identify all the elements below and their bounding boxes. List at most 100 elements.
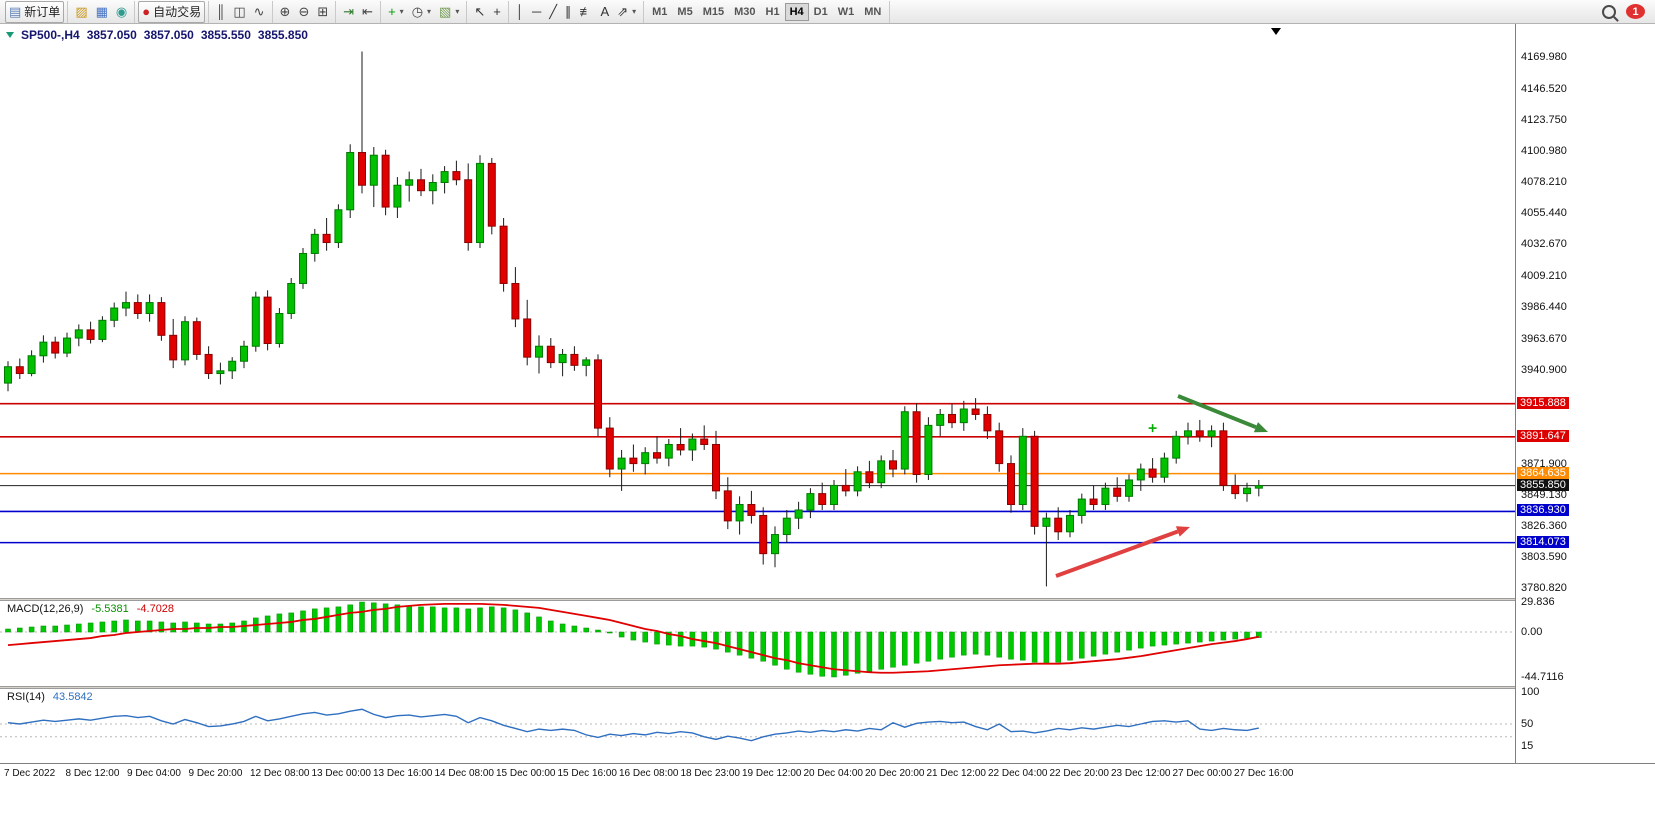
ohlc-open: 3857.050 — [86, 28, 137, 42]
toolbar-group: ▨ ▦ ◉ — [68, 0, 136, 23]
time-label: 22 Dec 20:00 — [1049, 768, 1110, 779]
icon-glyph: ▤ — [9, 4, 22, 19]
dropdown-caret-icon[interactable]: ▾ — [632, 7, 637, 16]
horizontal-line-icon[interactable]: ─ — [528, 1, 545, 23]
tile-windows-icon[interactable]: ⊞ — [313, 1, 332, 23]
price-label: 4146.520 — [1521, 83, 1567, 95]
panel-splitter-macd[interactable] — [0, 598, 1655, 601]
price-line-badge: 3836.930 — [1517, 504, 1569, 517]
rsi-scale-label: 15 — [1521, 740, 1534, 753]
dropdown-caret-icon[interactable]: ▾ — [399, 7, 404, 16]
auto-scroll-icon[interactable]: ⇥ — [339, 1, 358, 23]
price-scale[interactable]: 4169.980 4146.520 4123.750 4100.980 4078.210… — [1515, 24, 1655, 763]
main-toolbar: ▤ 新订单 ▨ ▦ ◉ ● 自动交易 ║ ◫ ∿ ⊕ ⊖ ⊞ ⇥ ⇤ + ▾ ◷ ▾ ▧ ▾ ↖ + │ ─ ╱ ∥ ≢ A ⇗ ▾ M1 M5… — [0, 0, 1655, 24]
bar-chart-icon[interactable]: ║ — [212, 1, 229, 23]
channel-icon[interactable]: ∥ — [561, 1, 576, 23]
auto-trading-button-label: 自动交易 — [153, 5, 202, 19]
price-label: 4078.210 — [1521, 176, 1567, 189]
toolbar-right: 1 — [1602, 4, 1653, 19]
crosshair-icon[interactable]: + — [489, 1, 505, 23]
toolbar-group: │ ─ ╱ ∥ ≢ A ⇗ ▾ — [509, 0, 645, 23]
toolbar-group: ▤ 新订单 — [2, 0, 69, 23]
candlestick-chart-icon[interactable]: ◫ — [229, 1, 249, 23]
icon-glyph: ⊕ — [279, 4, 291, 19]
toolbar-group: ⇥ ⇤ — [336, 0, 382, 23]
cursor-icon[interactable]: ↖ — [470, 1, 489, 23]
vertical-line-icon[interactable]: │ — [512, 1, 528, 23]
time-label: 21 Dec 12:00 — [926, 768, 987, 779]
icon-glyph: ≢ — [579, 4, 593, 19]
time-label: 15 Dec 16:00 — [557, 768, 618, 779]
timeframe-m15[interactable]: M15 — [702, 5, 725, 18]
new-order-button[interactable]: ▤ 新订单 — [5, 0, 65, 23]
dropdown-caret-icon[interactable]: ▾ — [455, 7, 460, 16]
timeframe-h1[interactable]: H1 — [765, 5, 780, 18]
macd-label: MACD(12,26,9) -5.5381 -4.7028 — [7, 603, 174, 615]
notification-badge[interactable]: 1 — [1626, 4, 1645, 19]
toolbar-group: ⊕ ⊖ ⊞ — [273, 0, 337, 23]
trendline-icon[interactable]: ╱ — [545, 1, 561, 23]
arrows-icon[interactable]: ⇗ ▾ — [613, 1, 640, 23]
rsi-panel[interactable] — [0, 689, 1515, 763]
dropdown-caret-icon[interactable]: ▾ — [427, 7, 432, 16]
panel-splitter-rsi[interactable] — [0, 686, 1655, 689]
ohlc-close: 3855.850 — [257, 28, 308, 42]
zoom-in-icon[interactable]: ⊕ — [276, 1, 295, 23]
zoom-out-icon[interactable]: ⊖ — [294, 1, 313, 23]
price-label: 3940.900 — [1521, 363, 1567, 376]
metaeditor-icon[interactable]: ▨ — [71, 1, 91, 23]
rsi-scale-label: 50 — [1521, 718, 1534, 730]
toolbar-groups: ▤ 新订单 ▨ ▦ ◉ ● 自动交易 ║ ◫ ∿ ⊕ ⊖ ⊞ ⇥ ⇤ + ▾ ◷ ▾ ▧ ▾ ↖ + │ ─ ╱ ∥ ≢ A ⇗ ▾ M1 M5… — [2, 0, 891, 23]
time-label: 9 Dec 20:00 — [188, 768, 243, 779]
timeframe-w1[interactable]: W1 — [837, 5, 855, 18]
timeframe-m5[interactable]: M5 — [677, 5, 693, 18]
icon-glyph: ⇤ — [362, 4, 374, 19]
text-icon[interactable]: A — [597, 1, 614, 23]
price-label: 4123.750 — [1521, 114, 1567, 127]
timeframe-m1[interactable]: M1 — [652, 5, 668, 18]
rsi-value: 43.5842 — [52, 691, 93, 703]
symbol-dropdown-icon[interactable] — [6, 32, 14, 38]
price-line-badge: 3814.073 — [1517, 535, 1569, 548]
time-label: 14 Dec 08:00 — [434, 768, 495, 779]
macd-signal-value: -4.7028 — [136, 603, 175, 615]
macd-scale-label: -44.7116 — [1521, 671, 1564, 683]
price-label: 4169.980 — [1521, 51, 1567, 63]
price-label: 3826.360 — [1521, 519, 1567, 532]
macd-name: MACD(12,26,9) — [7, 603, 84, 615]
chart-windows-icon[interactable]: ▦ — [92, 1, 112, 23]
time-label: 15 Dec 00:00 — [496, 768, 556, 779]
price-label: 3849.130 — [1521, 488, 1567, 501]
indicators-icon[interactable]: + ▾ — [384, 1, 408, 23]
timeframe-d1[interactable]: D1 — [813, 5, 828, 18]
icon-glyph: ◫ — [233, 4, 246, 19]
templates-icon[interactable]: ▧ ▾ — [435, 1, 463, 23]
time-label: 27 Dec 16:00 — [1234, 768, 1294, 779]
macd-scale-label: 0.00 — [1521, 626, 1543, 639]
time-label: 8 Dec 12:00 — [65, 768, 120, 779]
toolbar-group: + ▾ ◷ ▾ ▧ ▾ — [381, 0, 468, 23]
symbol-period-label: SP500-,H4 — [21, 28, 80, 42]
periods-icon[interactable]: ◷ ▾ — [408, 1, 435, 23]
price-label: 4032.670 — [1521, 238, 1567, 251]
strategy-tester-icon[interactable]: ◉ — [112, 1, 131, 23]
rsi-scale-label: 100 — [1521, 686, 1540, 698]
main-price-chart[interactable] — [0, 24, 1515, 598]
macd-value: -5.5381 — [91, 603, 129, 615]
timeframe-h4[interactable]: H4 — [784, 2, 809, 21]
timeframe-m30[interactable]: M30 — [734, 5, 756, 18]
rsi-name: RSI(14) — [7, 691, 45, 703]
time-axis[interactable]: 7 Dec 2022 8 Dec 12:00 9 Dec 04:00 9 Dec 20… — [0, 763, 1655, 825]
toolbar-group: ↖ + — [467, 0, 509, 23]
line-chart-icon[interactable]: ∿ — [250, 1, 269, 23]
fibonacci-icon[interactable]: ≢ — [576, 1, 597, 23]
icon-glyph: ─ — [531, 4, 542, 19]
icon-glyph: ║ — [216, 4, 226, 19]
search-icon[interactable] — [1602, 4, 1616, 19]
price-line-badge: 3864.635 — [1517, 466, 1569, 479]
macd-panel[interactable] — [0, 601, 1515, 686]
timeframe-mn[interactable]: MN — [864, 5, 882, 18]
auto-trading-button[interactable]: ● 自动交易 — [138, 0, 206, 23]
icon-glyph: ∥ — [565, 4, 572, 19]
chart-shift-icon[interactable]: ⇤ — [358, 1, 377, 23]
